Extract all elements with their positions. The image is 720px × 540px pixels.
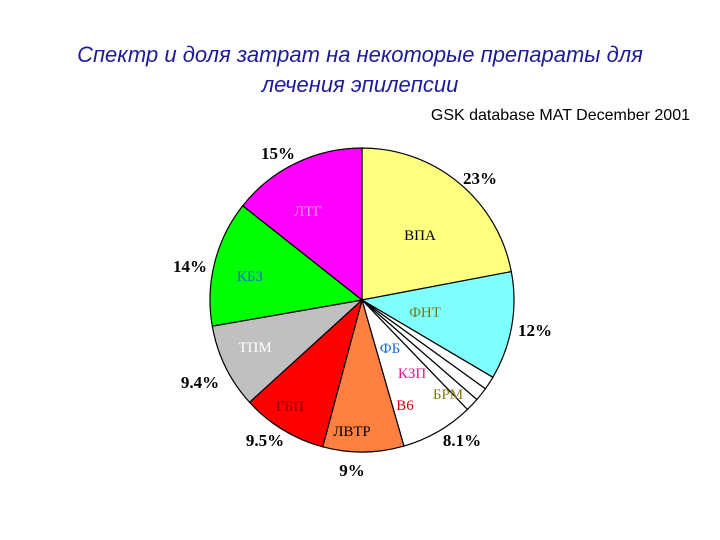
pie-slice-10 [209,204,364,327]
pie-slice-7 [321,297,405,453]
pie-slice-1 [361,147,513,301]
pie-labels: ВПА 23% ФНТ 12% ФБ КЗП В6 БРМ 8.1% ЛВТР 9% ГБП 9.5% Т… [173,144,552,480]
slice-percent-1: 23% [463,169,497,188]
pie-slice-2 [360,270,515,379]
slice-percent-6: 8.1% [443,431,481,450]
slice-label-1: ВПА [404,228,436,244]
slice-percent-10: 14% [173,257,207,276]
chart-title-line-2: лечения эпилепсии [261,72,459,97]
slice-percent-8: 9.5% [246,431,284,450]
chart-title-line-1: Спектр и доля затрат на некоторые препар… [77,42,643,67]
slice-label-8: ГБП [276,399,304,415]
slice-label-3: ФБ [380,341,400,357]
slice-percent-9: 9.4% [181,373,219,392]
pie-slice-11 [241,147,363,302]
slice-label-4: КЗП [398,366,427,382]
chart-subtitle: GSK database MAT December 2001 [430,107,690,124]
slice-label-7: ЛВТР [333,424,371,440]
slice-percent-11: 15% [261,144,295,163]
slice-label-5: В6 [396,398,414,414]
pie-slice-8 [248,298,364,448]
slice-label-2: ФНТ [409,305,441,321]
chart-title: Спектр и доля затрат на некоторые препар… [0,40,720,100]
slice-label-11: ЛТГ [294,204,322,220]
pie-slice-9 [211,299,364,404]
pie-slices [209,147,515,453]
slice-percent-2: 12% [518,321,552,340]
slice-label-6: БРМ [433,387,463,403]
slice-label-10: КБЗ [237,269,263,285]
slice-percent-7: 9% [339,461,365,480]
slice-label-9: ТПМ [238,340,271,356]
